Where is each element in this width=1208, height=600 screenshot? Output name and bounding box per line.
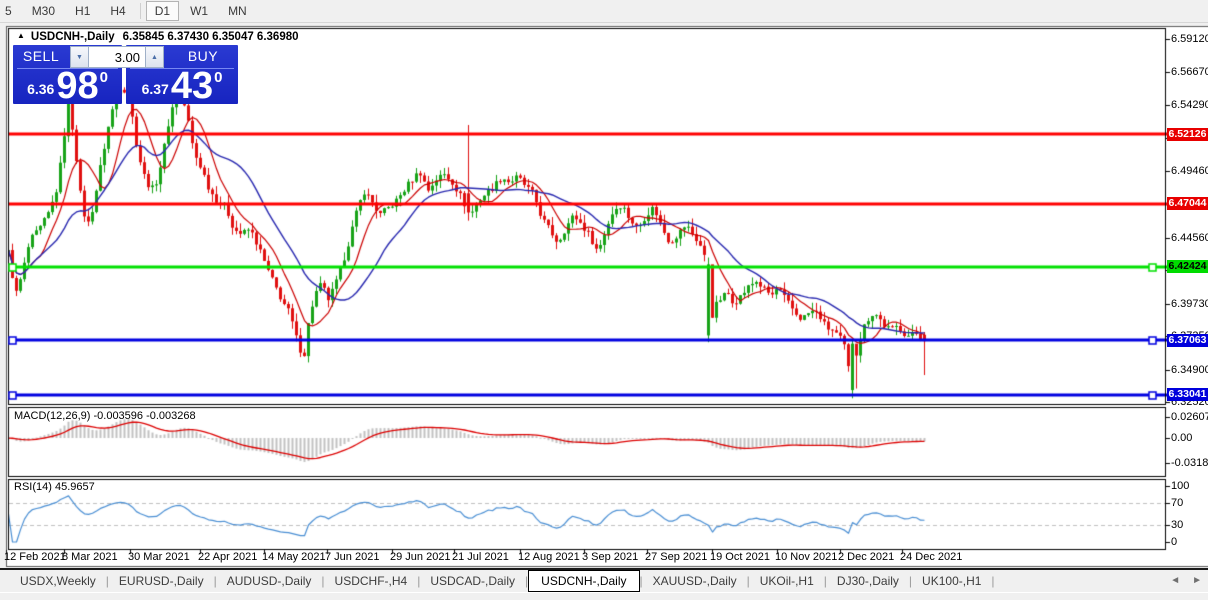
buy-price: 6.37 43 0 [126, 65, 238, 107]
timeframe-button-m30[interactable]: M30 [31, 4, 56, 18]
buy-underline [130, 68, 234, 69]
macd-axis-label: 0.02607 [1171, 411, 1208, 424]
price-axis-label: 6.34900 [1171, 363, 1208, 376]
toolbar-separator [139, 3, 141, 19]
buy-price-big: 43 [170, 65, 214, 107]
date-axis-label: 14 May 2021 [262, 551, 326, 563]
collapse-arrow-icon[interactable]: ▲ [17, 31, 25, 40]
tab-separator: | [991, 574, 995, 588]
timeframe-toolbar: 5 M30 H1 H4 D1 W1 MN [0, 0, 1208, 23]
date-axis-label: 12 Feb 2021 [4, 551, 66, 563]
tab-separator: | [525, 574, 529, 588]
tab-uk100-h1[interactable]: UK100-,H1 [922, 574, 982, 588]
tab-separator: | [823, 574, 827, 588]
trade-panel: 6.36 98 0 6.37 43 0 SELL BUY ▼ 3.00 ▲ [13, 45, 238, 107]
price-line-badge: 6.47044 [1167, 197, 1208, 211]
macd-axis-label: 0.00 [1171, 432, 1193, 444]
date-axis-label: 10 Nov 2021 [775, 551, 838, 563]
sell-button[interactable]: SELL [22, 48, 60, 64]
status-strip [0, 592, 1208, 600]
chevron-up-icon: ▲ [151, 53, 158, 61]
rsi-axis-label: 100 [1171, 480, 1190, 492]
tab-separator: | [417, 574, 421, 588]
date-axis-label: 2 Dec 2021 [838, 551, 895, 563]
date-axis-label: 8 Mar 2021 [62, 551, 118, 563]
tab-separator: | [908, 574, 913, 588]
volume-decrease-button[interactable]: ▼ [70, 46, 89, 68]
rsi-axis-label: 30 [1171, 519, 1184, 532]
price-line-badge: 6.37063 [1167, 333, 1208, 347]
tab-ukoil-h1[interactable]: UKOil-,H1 [759, 574, 814, 588]
chart-ohlc-values: 6.35845 6.37430 6.35047 6.36980 [122, 31, 299, 43]
volume-input[interactable]: 3.00 [89, 46, 145, 68]
tab-scroll-left-icon[interactable]: ◄ [1170, 575, 1181, 586]
timeframe-button-h1[interactable]: H1 [75, 4, 91, 18]
buy-button[interactable]: BUY [187, 48, 219, 64]
price-line-badge: 6.33041 [1167, 388, 1208, 402]
tab-usdcnh-daily[interactable]: USDCNH-,Daily [528, 570, 640, 592]
timeframe-button-5[interactable]: 5 [5, 4, 12, 18]
date-axis-label: 22 Apr 2021 [198, 551, 258, 563]
price-axis-label: 6.44560 [1171, 231, 1208, 244]
tab-separator: | [639, 574, 643, 588]
rsi-axis-label: 0 [1171, 536, 1178, 548]
tab-separator: | [746, 574, 750, 588]
date-axis-label: 19 Oct 2021 [710, 551, 770, 563]
buy-price-prefix: 6.37 [141, 81, 169, 97]
timeframe-button-d1[interactable]: D1 [145, 1, 180, 21]
date-axis-label: 21 Jul 2021 [452, 551, 509, 563]
tab-separator: | [213, 574, 217, 588]
rsi-value: 45.9657 [54, 481, 95, 493]
macd-axis-label: -0.03187 [1171, 457, 1208, 470]
rsi-indicator-label: RSI(14) 45.9657 [14, 481, 95, 493]
sell-price-prefix: 6.36 [27, 81, 55, 97]
buy-panel[interactable]: 6.37 43 0 [126, 45, 238, 107]
tab-scroll-right-icon[interactable]: ► [1192, 575, 1202, 586]
sell-price: 6.36 98 0 [13, 65, 122, 107]
price-axis-label: 6.39730 [1171, 297, 1208, 310]
tab-usdx-weekly[interactable]: USDX,Weekly [20, 574, 96, 588]
date-axis-label: 30 Mar 2021 [128, 551, 190, 563]
sell-price-sup: 0 [99, 69, 108, 86]
tab-audusd-daily[interactable]: AUDUSD-,Daily [226, 574, 312, 588]
price-axis-label: 6.49460 [1171, 164, 1208, 177]
sell-price-big: 98 [56, 65, 99, 107]
chart-title: ▲ USDCNH-,Daily 6.35845 6.37430 6.35047 6.… [17, 31, 299, 43]
chevron-down-icon: ▼ [76, 53, 83, 61]
date-axis-label: 3 Sep 2021 [582, 551, 639, 563]
symbol-tab-bar: USDX,Weekly | EURUSD-,Daily | AUDUSD-,Daily |… [0, 568, 1208, 592]
tab-eurusd-daily[interactable]: EURUSD-,Daily [118, 574, 204, 588]
price-axis-label: 6.59120 [1171, 32, 1208, 45]
volume-increase-button[interactable]: ▲ [145, 46, 164, 68]
price-line-badge: 6.42424 [1167, 260, 1208, 274]
sell-underline [17, 68, 118, 69]
timeframe-button-mn[interactable]: MN [228, 4, 247, 18]
tab-usdchf-h4[interactable]: USDCHF-,H4 [334, 574, 408, 588]
rsi-axis-label: 70 [1171, 496, 1184, 509]
tab-usdcad-daily[interactable]: USDCAD-,Daily [430, 574, 516, 588]
timeframe-button-w1[interactable]: W1 [190, 4, 209, 18]
chart-symbol-label: USDCNH-,Daily [30, 31, 115, 43]
tab-separator: | [321, 574, 325, 588]
macd-indicator-label: MACD(12,26,9) -0.003596 -0.003268 [14, 410, 196, 422]
timeframe-button-h4[interactable]: H4 [110, 4, 126, 18]
buy-price-sup: 0 [214, 69, 223, 86]
price-line-badge: 6.52126 [1167, 127, 1208, 141]
price-axis-label: 6.56670 [1171, 66, 1208, 79]
date-axis-label: 27 Sep 2021 [645, 551, 708, 563]
tab-separator: | [105, 574, 109, 588]
tab-dj30-daily[interactable]: DJ30-,Daily [836, 574, 899, 588]
date-axis-label: 7 Jun 2021 [325, 551, 380, 563]
tab-xauusd-daily[interactable]: XAUUSD-,Daily [652, 574, 737, 588]
date-axis-label: 12 Aug 2021 [518, 551, 580, 563]
date-axis-label: 24 Dec 2021 [900, 551, 963, 563]
date-axis-label: 29 Jun 2021 [390, 551, 451, 563]
macd-values: -0.003596 -0.003268 [93, 410, 196, 422]
price-axis-label: 6.54290 [1171, 98, 1208, 111]
